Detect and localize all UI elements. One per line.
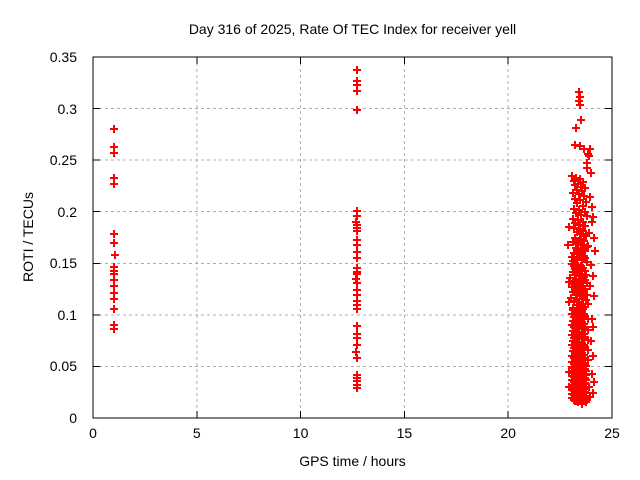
y-tick-label: 0.15 <box>49 255 77 272</box>
y-tick-label: 0.05 <box>49 358 77 375</box>
x-tick-label: 5 <box>192 425 201 441</box>
x-tick-label: 10 <box>292 425 309 441</box>
y-tick-label: 0.1 <box>57 306 77 323</box>
y-tick-label: 0.35 <box>49 49 77 65</box>
y-tick-label: 0.25 <box>49 152 77 169</box>
y-axis-label: ROTI / TECUs <box>20 192 36 282</box>
chart-title: Day 316 of 2025, Rate Of TEC Index for r… <box>188 21 517 37</box>
x-axis-label: GPS time / hours <box>299 453 406 469</box>
x-tick-label: 15 <box>396 425 413 441</box>
x-tick-label: 20 <box>500 425 516 441</box>
roti-series-markers <box>110 66 599 408</box>
y-tick-label: 0.2 <box>57 203 77 220</box>
x-tick-label: 25 <box>604 425 620 441</box>
x-tick-label: 0 <box>89 425 97 441</box>
y-tick-label: 0.3 <box>57 100 77 117</box>
data-points <box>110 66 599 408</box>
gridlines <box>93 57 612 418</box>
tick-marks <box>92 56 613 419</box>
plot-border <box>92 56 613 419</box>
y-tick-label: 0 <box>69 410 77 426</box>
